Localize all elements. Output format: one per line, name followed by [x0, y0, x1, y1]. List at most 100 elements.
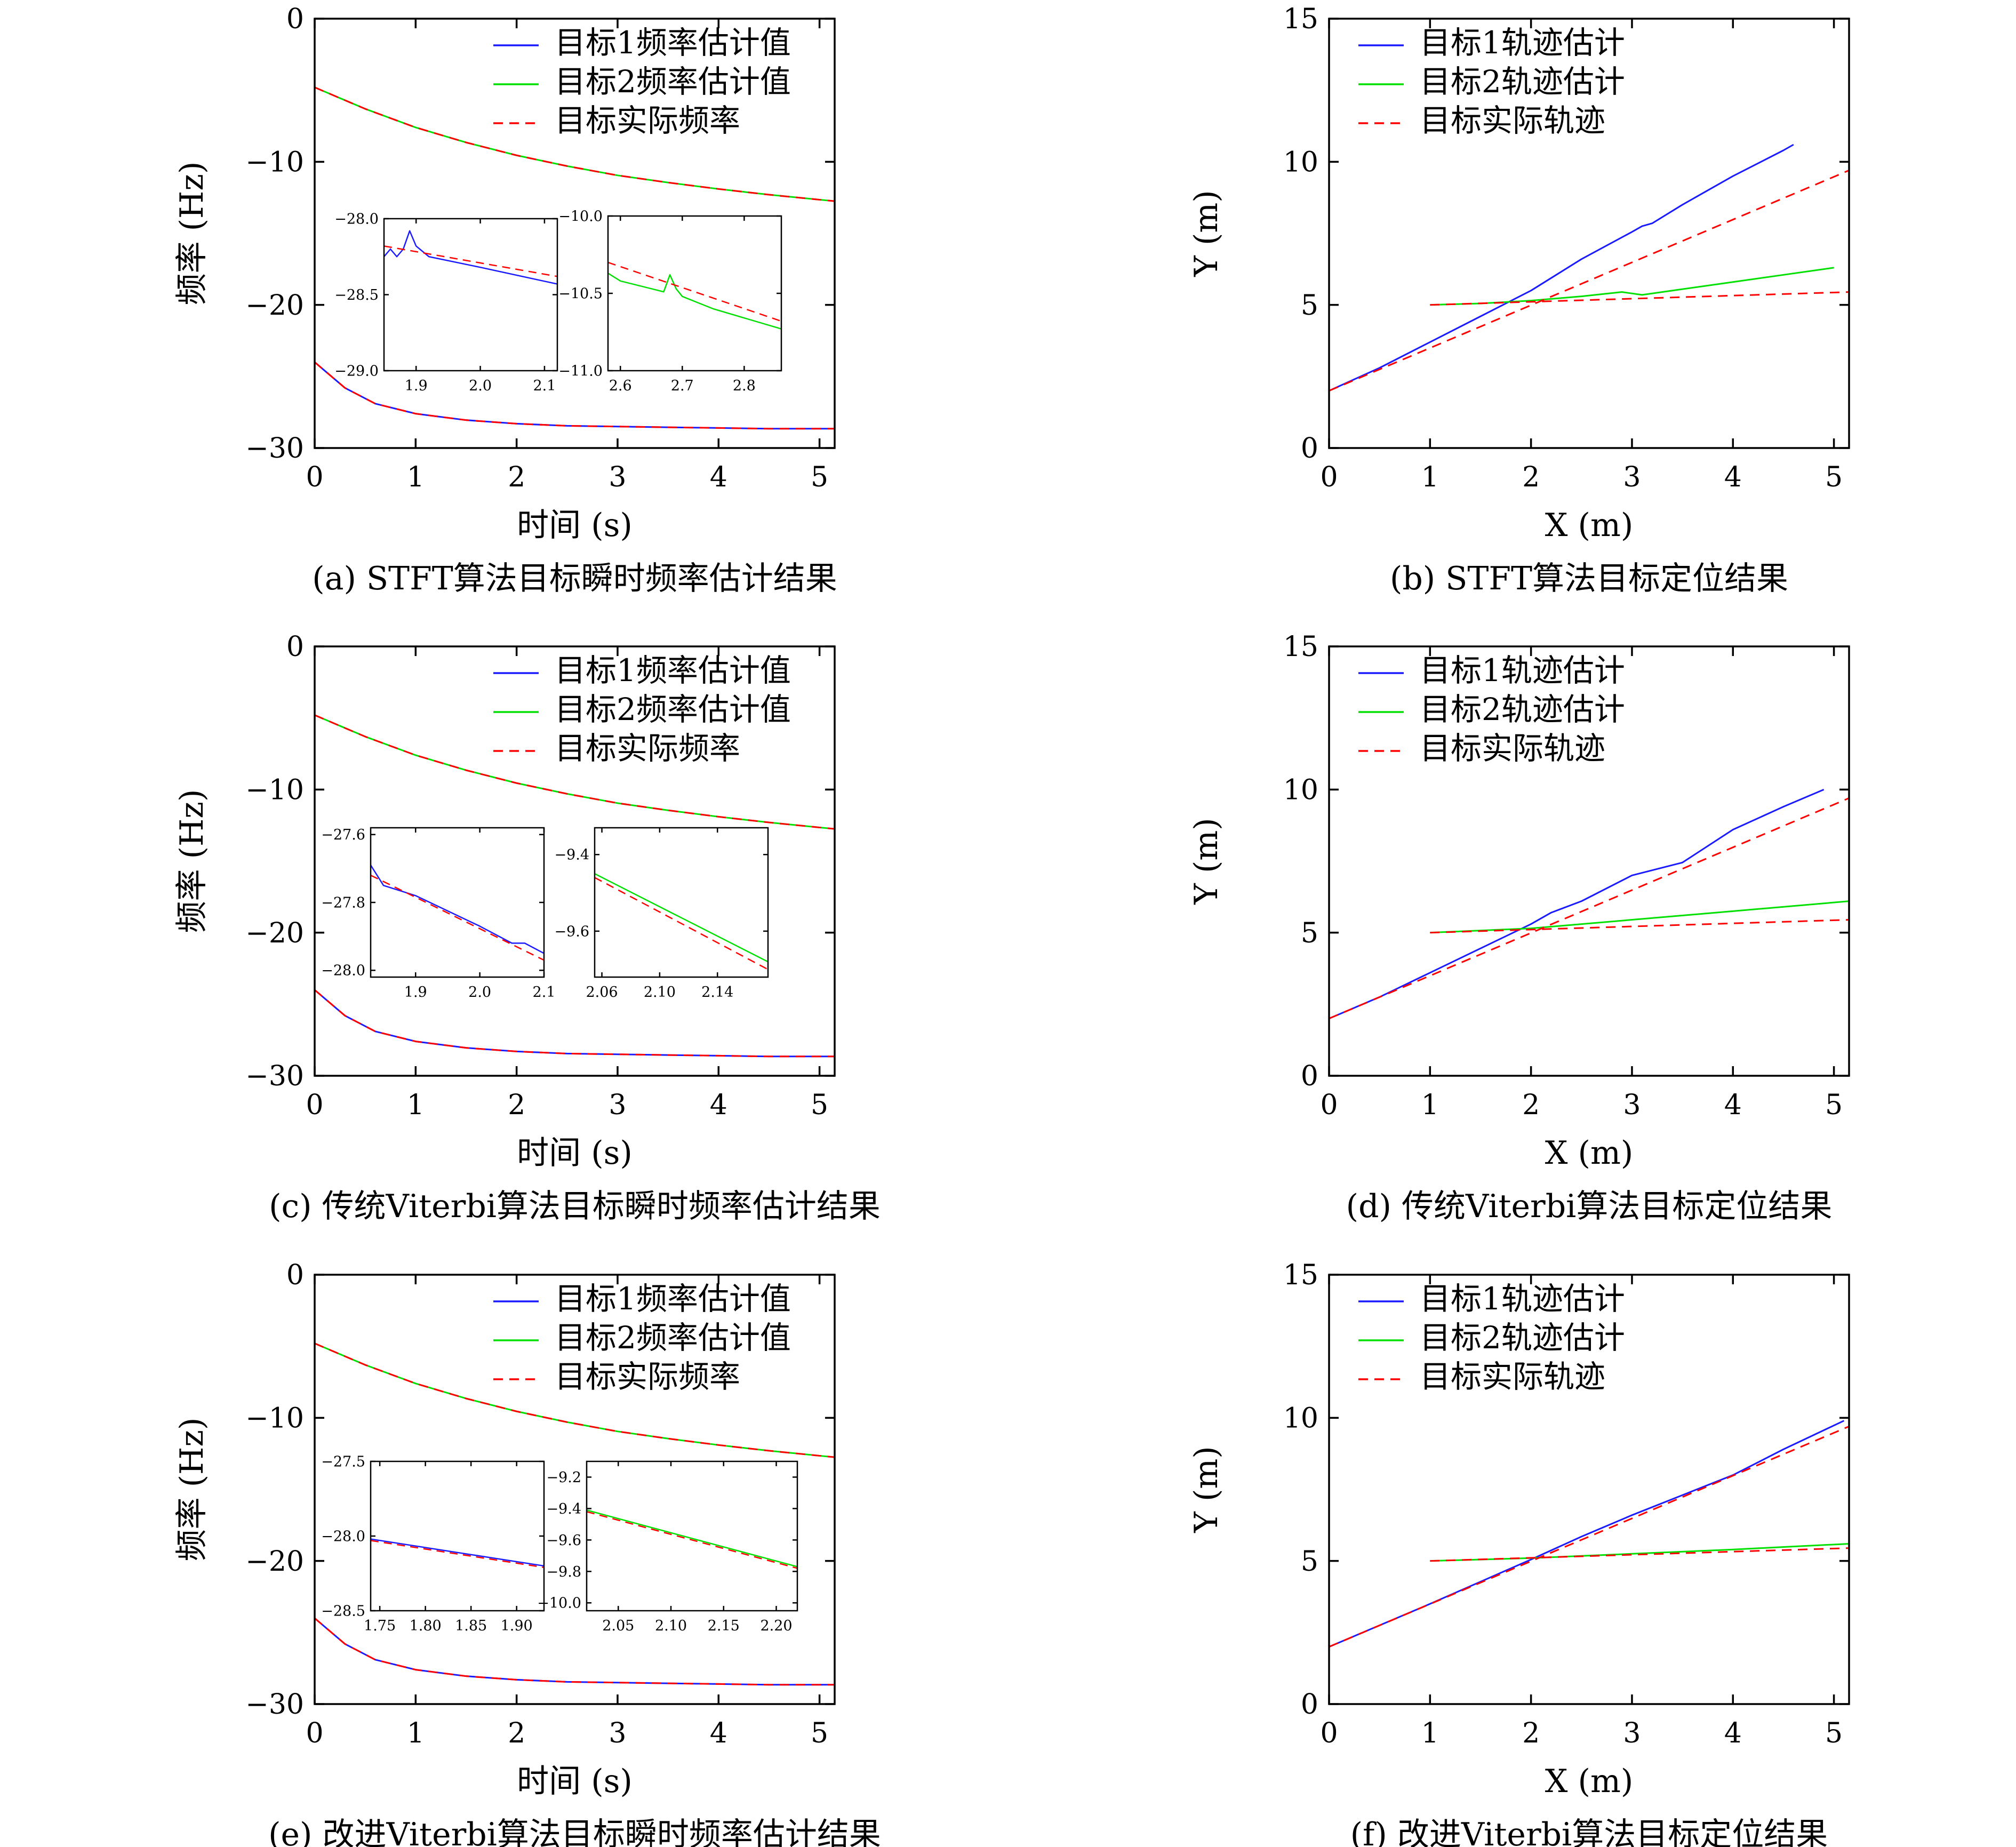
x-tick-label: 2.15	[708, 1618, 740, 1634]
series-group	[315, 714, 835, 1058]
y-axis-label: 频率 (Hz)	[173, 789, 211, 933]
x-tick-label: 1	[1421, 1717, 1439, 1749]
legend-entry: 目标1频率估计值	[555, 1281, 791, 1317]
x-tick-label: 4	[710, 1717, 727, 1749]
series-line-0	[587, 1509, 797, 1568]
legend-entry: 目标实际轨迹	[1420, 102, 1605, 139]
x-tick-label: 1.9	[404, 984, 427, 1001]
y-tick-label: 15	[1283, 3, 1318, 35]
x-tick-label: 0	[306, 1089, 323, 1121]
y-tick-label: 0	[286, 631, 304, 663]
y-tick-label: 10	[1283, 1403, 1318, 1435]
x-axis-label: X (m)	[1545, 1134, 1634, 1172]
plot-frame	[314, 1274, 836, 1705]
chart-panel-e: 0 1 2 3 4 5 0 −10 −20 −30 时间 (s) 频率 (Hz) (e) 改进Viter…	[173, 1259, 881, 1847]
inset-background	[384, 219, 557, 371]
y-tick-label: −10.0	[558, 208, 603, 225]
y-tick-label: 5	[1301, 1546, 1318, 1578]
inset-background	[371, 828, 544, 977]
y-tick-label: 10	[1283, 147, 1318, 179]
y-axis-label: Y (m)	[1188, 818, 1225, 905]
series-line-1	[371, 1540, 544, 1569]
inset-series-group	[608, 261, 781, 330]
series-line-2	[1329, 797, 1849, 1020]
series-group	[1329, 143, 1849, 392]
x-tick-label: 2.14	[701, 984, 733, 1001]
series-group	[1329, 788, 1849, 1020]
series-line-0	[371, 865, 544, 954]
y-axis-label: 频率 (Hz)	[173, 1418, 211, 1562]
y-tick-label: −9.6	[546, 1532, 581, 1549]
panel-caption: (e) 改进Viterbi算法目标瞬时频率估计结果	[268, 1816, 881, 1847]
inset-1: 2.6 2.7 2.8 −10.0 −10.5 −11.0	[558, 208, 782, 394]
inset-0: 1.75 1.80 1.85 1.90 −27.5 −28.0 −28.5	[321, 1453, 545, 1634]
series-line-0	[1329, 1420, 1845, 1648]
x-tick-label: 0	[1320, 461, 1338, 493]
y-tick-label: −29.0	[334, 363, 379, 379]
y-tick-label: −30	[245, 433, 304, 465]
legend-entry: 目标1轨迹估计	[1420, 1281, 1625, 1317]
series-line-2	[315, 989, 835, 1058]
series-line-1	[384, 245, 557, 277]
inset-1: 2.05 2.10 2.15 2.20 −9.2 −9.4 −9.6 −9.8 −10.0	[537, 1460, 798, 1634]
x-tick-label: 5	[1825, 461, 1843, 493]
y-axis-label: Y (m)	[1188, 1446, 1225, 1533]
y-tick-label: −28.0	[334, 211, 379, 227]
plot-frame	[594, 827, 769, 978]
panel-caption: (a) STFT算法目标瞬时频率估计结果	[312, 560, 837, 597]
y-axis-label: 频率 (Hz)	[173, 162, 211, 306]
x-tick-label: 2.06	[586, 984, 618, 1001]
chart-panel-c: 0 1 2 3 4 5 0 −10 −20 −30 时间 (s) 频率 (Hz) (c) 传统Viter…	[173, 631, 881, 1225]
y-tick-label: −20	[245, 917, 304, 949]
y-tick-label: −20	[245, 1546, 304, 1578]
y-tick-label: −20	[245, 290, 304, 322]
chart-panel-d: 0 1 2 3 4 5 0 5 10 15 X (m) Y (m) (d) 传统Viterbi算法目标定…	[1188, 631, 1850, 1225]
legend-entry: 目标实际轨迹	[1420, 1358, 1605, 1395]
x-tick-label: 4	[1724, 461, 1742, 493]
series-line-0	[384, 230, 557, 285]
y-tick-label: −9.4	[546, 1501, 581, 1517]
y-tick-label: −30	[245, 1060, 304, 1092]
series-line-3	[315, 86, 835, 202]
y-tick-label: −28.0	[321, 1528, 365, 1545]
legend-entry: 目标2轨迹估计	[1420, 691, 1625, 727]
x-tick-label: 2.1	[533, 984, 556, 1001]
series-line-2	[315, 361, 835, 430]
series-line-3	[1430, 919, 1849, 934]
series-line-1	[608, 261, 781, 322]
x-tick-label: 2	[508, 1089, 525, 1121]
x-tick-label: 2	[1522, 1717, 1540, 1749]
y-tick-label: −27.8	[321, 894, 365, 911]
x-tick-label: 0	[1320, 1089, 1338, 1121]
series-line-2	[1329, 1426, 1849, 1648]
x-tick-label: 5	[811, 1089, 828, 1121]
y-tick-label: −10	[245, 774, 304, 806]
series-line-3	[1430, 291, 1849, 306]
inset-series-group	[384, 230, 557, 285]
x-axis-label: 时间 (s)	[517, 1134, 633, 1172]
series-line-0	[608, 273, 781, 330]
y-tick-label: 5	[1301, 290, 1318, 322]
x-tick-label: 5	[811, 1717, 828, 1749]
series-line-0	[1329, 788, 1825, 1020]
plot-frame	[1328, 645, 1850, 1077]
series-line-3	[315, 714, 835, 830]
x-tick-label: 5	[1825, 1717, 1843, 1749]
y-tick-label: −28.5	[321, 1603, 365, 1619]
panel-caption: (d) 传统Viterbi算法目标定位结果	[1346, 1188, 1833, 1225]
y-tick-label: 5	[1301, 917, 1318, 949]
y-tick-label: −10	[245, 1403, 304, 1435]
x-tick-label: 2.0	[468, 984, 491, 1001]
legend-entry: 目标实际频率	[555, 1358, 740, 1395]
inset-background	[371, 1461, 544, 1611]
x-tick-label: 4	[710, 1089, 727, 1121]
plot-frame	[314, 645, 836, 1077]
legend-entry: 目标实际频率	[555, 102, 740, 139]
plot-frame	[314, 18, 836, 449]
inset-0: 1.9 2.0 2.1 −28.0 −28.5 −29.0	[334, 211, 558, 394]
y-tick-label: −10.5	[558, 285, 603, 302]
